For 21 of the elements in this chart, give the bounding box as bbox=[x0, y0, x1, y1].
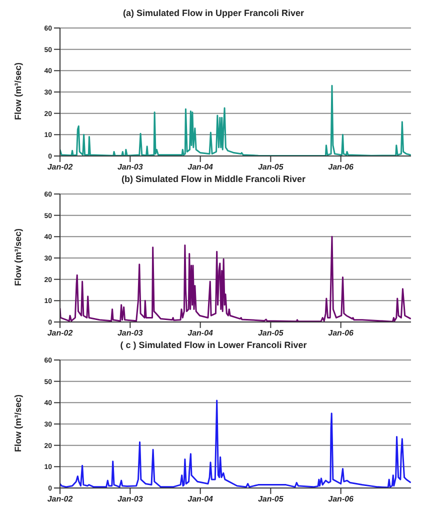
x-tick-label: Jan-02 bbox=[47, 162, 74, 172]
x-tick-label: Jan-03 bbox=[117, 162, 144, 172]
chart-title: ( c ) Simulated Flow in Lower Francoli River bbox=[119, 340, 308, 352]
x-tick-label: Jan-05 bbox=[258, 328, 284, 338]
x-tick-label: Jan-02 bbox=[47, 494, 74, 504]
x-tick-label: Jan-05 bbox=[258, 494, 284, 504]
y-axis-title: Flow (m³/sec) bbox=[13, 394, 24, 452]
x-tick-label: Jan-03 bbox=[117, 328, 144, 338]
y-axis-title: Flow (m³/sec) bbox=[13, 228, 24, 286]
x-tick-label: Jan-04 bbox=[188, 328, 214, 338]
chart-title: (b) Simulated Flow in Middle Francoli River bbox=[120, 174, 307, 186]
x-tick-label: Jan-02 bbox=[47, 328, 74, 338]
x-tick-label: Jan-05 bbox=[258, 162, 284, 172]
x-tick-label: Jan-06 bbox=[328, 162, 354, 172]
x-tick-label: Jan-04 bbox=[188, 162, 214, 172]
x-tick-label: Jan-03 bbox=[117, 494, 144, 504]
y-axis-title: Flow (m³/sec) bbox=[13, 62, 24, 120]
x-tick-label: Jan-06 bbox=[328, 328, 354, 338]
x-tick-label: Jan-04 bbox=[188, 494, 214, 504]
x-tick-label: Jan-06 bbox=[328, 494, 354, 504]
chart-title: (a) Simulated Flow in Upper Francoli River bbox=[122, 8, 306, 20]
